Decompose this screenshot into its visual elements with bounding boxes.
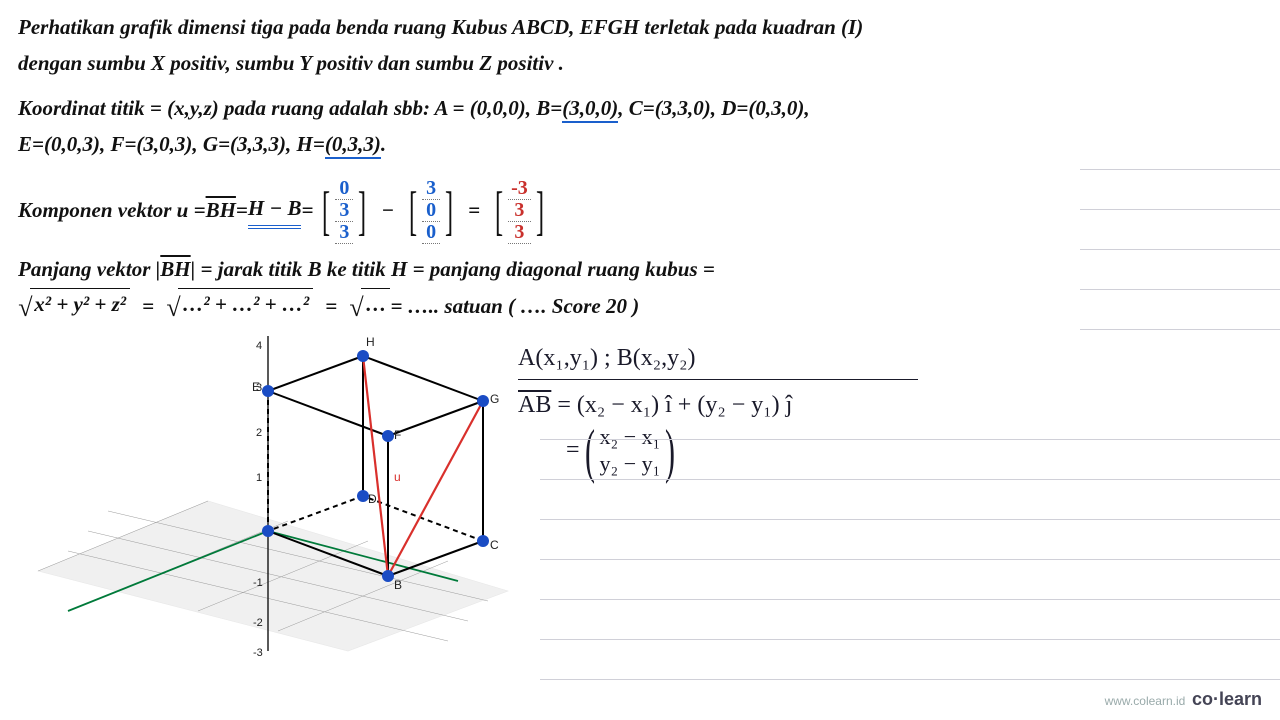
svg-text:F: F [394, 428, 401, 442]
cube-diagram: 4 3 2 1 -1 -2 -3 [18, 331, 518, 661]
vector-length-eq2: √x² + y² + z² = √…² + …² + …² = √… = …..… [18, 288, 1262, 327]
worksheet: Perhatikan grafik dimensi tiga pada bend… [0, 0, 1280, 720]
cube-svg: 4 3 2 1 -1 -2 -3 [18, 331, 518, 661]
svg-text:B: B [394, 578, 402, 592]
vec-hmb: H − B [248, 193, 302, 230]
H1: 3 [335, 200, 353, 222]
R2: 3 [508, 222, 531, 244]
matrix-H: [ 0 3 3 ] [317, 178, 371, 244]
coord-B: (3,0,0) [562, 96, 618, 123]
coord-1c: , C=(3,3,0), D=(0,3,0), [618, 96, 809, 120]
ruled-lines-top [1080, 130, 1280, 330]
len-mid: | = jarak titik B ke titik H = panjang d… [191, 254, 715, 286]
problem-line-1: Perhatikan grafik dimensi tiga pada bend… [18, 12, 1262, 44]
vec-eq1: = [236, 195, 248, 227]
problem-line-2: dengan sumbu X positiv, sumbu Y positiv … [18, 48, 1262, 80]
svg-text:H: H [366, 335, 375, 349]
svg-text:E: E [252, 380, 260, 394]
sqrt-1: √x² + y² + z² [18, 288, 130, 327]
brand-footer: www.colearn.id co·learn [1105, 689, 1262, 710]
brand-name: co·learn [1192, 689, 1262, 709]
coord-1a: Koordinat titik = (x,y,z) pada ruang ada… [18, 96, 562, 120]
sqrt-body-3: … [361, 288, 390, 321]
svg-text:1: 1 [256, 472, 262, 484]
coord-2a: E=(0,0,3), F=(3,0,3), G=(3,3,3), H= [18, 132, 325, 156]
svg-text:-2: -2 [253, 617, 263, 629]
coord-line-1: Koordinat titik = (x,y,z) pada ruang ada… [18, 93, 1262, 125]
vec-eq2: = [301, 195, 313, 227]
svg-text:2: 2 [256, 427, 262, 439]
matrix-R: [ -3 3 3 ] [490, 178, 549, 244]
coord-H: (0,3,3) [325, 132, 381, 159]
hw-line-1: A(x₁,y₁) ; B(x₂,y₂) [518, 339, 918, 377]
vector-component-eq: Komponen vektor u = BH = H − B = [ 0 3 3… [18, 178, 1262, 244]
matrix-B: [ 3 0 0 ] [404, 178, 458, 244]
sqrt-body-1: x² + y² + z² [30, 288, 130, 321]
brand-url: www.colearn.id [1105, 694, 1186, 708]
B1: 0 [422, 200, 440, 222]
coord-line-2: E=(0,0,3), F=(3,0,3), G=(3,3,3), H=(0,3,… [18, 129, 1262, 161]
vector-length-eq: Panjang vektor |BH| = jarak titik B ke t… [18, 254, 1262, 286]
len-bh: BH [160, 254, 190, 286]
B0: 3 [422, 178, 440, 200]
R1: 3 [508, 200, 531, 222]
H0: 0 [335, 178, 353, 200]
svg-text:D: D [368, 492, 377, 506]
vec-bh: BH [206, 195, 236, 227]
svg-text:-1: -1 [253, 577, 263, 589]
svg-text:-3: -3 [253, 647, 263, 659]
coord-2c: . [381, 132, 386, 156]
svg-text:G: G [490, 392, 499, 406]
R0: -3 [508, 178, 531, 200]
svg-text:u: u [394, 470, 401, 484]
svg-text:C: C [490, 538, 499, 552]
svg-text:4: 4 [256, 340, 262, 352]
vec-lead: Komponen vektor u = [18, 195, 206, 227]
len-lead: Panjang vektor | [18, 254, 160, 286]
sqrt-2: √…² + …² + …² [166, 288, 313, 327]
H2: 3 [335, 222, 353, 244]
ruled-lines-bottom [540, 400, 1280, 680]
sqrt-body-2: …² + …² + …² [178, 288, 313, 321]
sqrt-3: √… [349, 288, 390, 327]
len-tail: = ….. satuan ( …. Score 20 ) [390, 291, 639, 323]
B2: 0 [422, 222, 440, 244]
